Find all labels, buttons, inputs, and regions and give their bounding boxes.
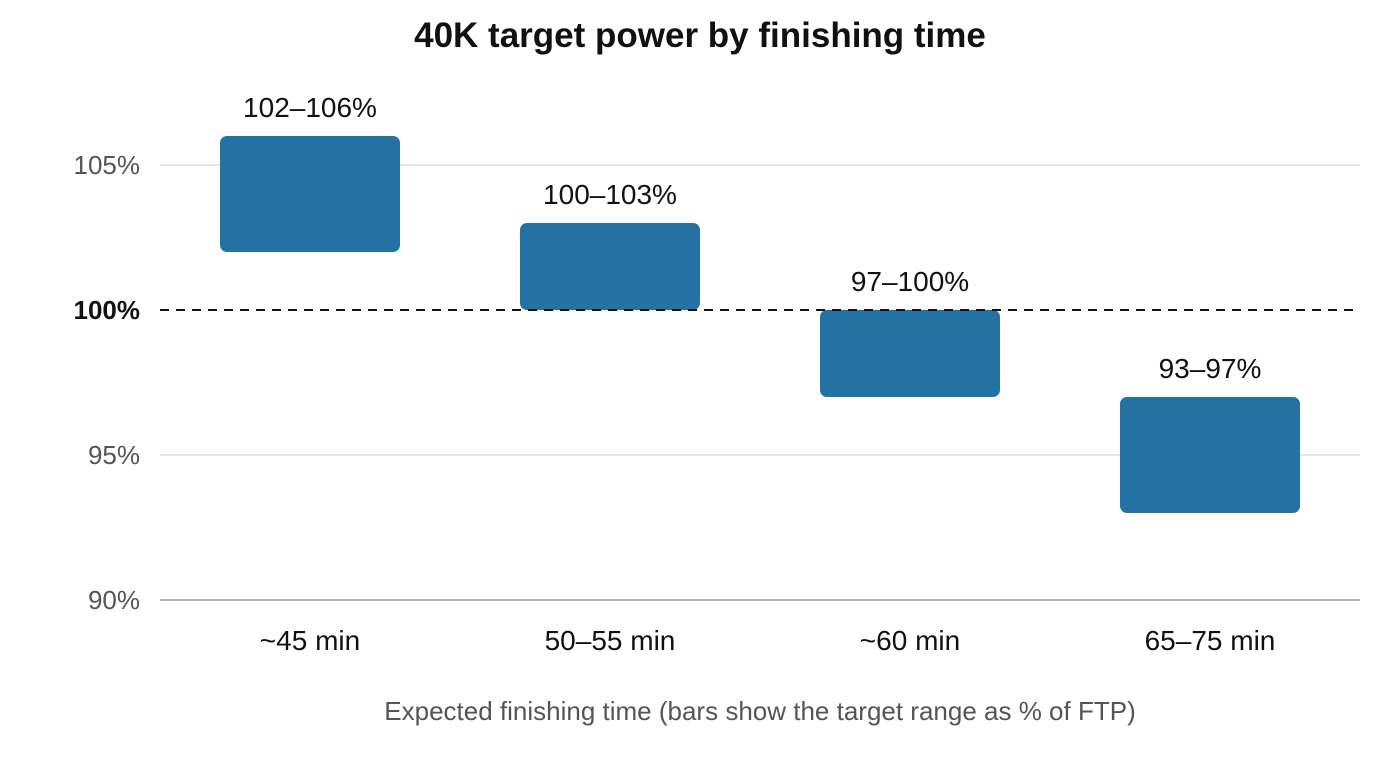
- y-tick-label: 105%: [74, 150, 141, 180]
- bar-value-label: 97–100%: [851, 266, 969, 297]
- range-bar: [820, 310, 1000, 397]
- bar-value-label: 102–106%: [243, 92, 377, 123]
- x-tick-label: ~60 min: [860, 625, 960, 656]
- y-axis-ticks: 90% 95% 100% 105%: [74, 150, 141, 615]
- x-axis-ticks: ~45 min 50–55 min ~60 min 65–75 min: [260, 625, 1276, 656]
- x-tick-label: 65–75 min: [1145, 625, 1276, 656]
- bar-value-label: 93–97%: [1159, 353, 1262, 384]
- bar-labels-layer: 102–106% 100–103% 97–100% 93–97%: [243, 92, 1261, 384]
- chart-title: 40K target power by finishing time: [414, 16, 986, 55]
- x-tick-label: ~45 min: [260, 625, 360, 656]
- y-tick-label: 95%: [88, 440, 140, 470]
- y-tick-label: 90%: [88, 585, 140, 615]
- bars-layer: [220, 136, 1300, 513]
- range-bar: [220, 136, 400, 252]
- bar-value-label: 100–103%: [543, 179, 677, 210]
- x-tick-label: 50–55 min: [545, 625, 676, 656]
- range-bar: [1120, 397, 1300, 513]
- x-axis-label: Expected finishing time (bars show the t…: [384, 696, 1135, 726]
- range-bar: [520, 223, 700, 310]
- y-tick-label: 100%: [74, 295, 141, 325]
